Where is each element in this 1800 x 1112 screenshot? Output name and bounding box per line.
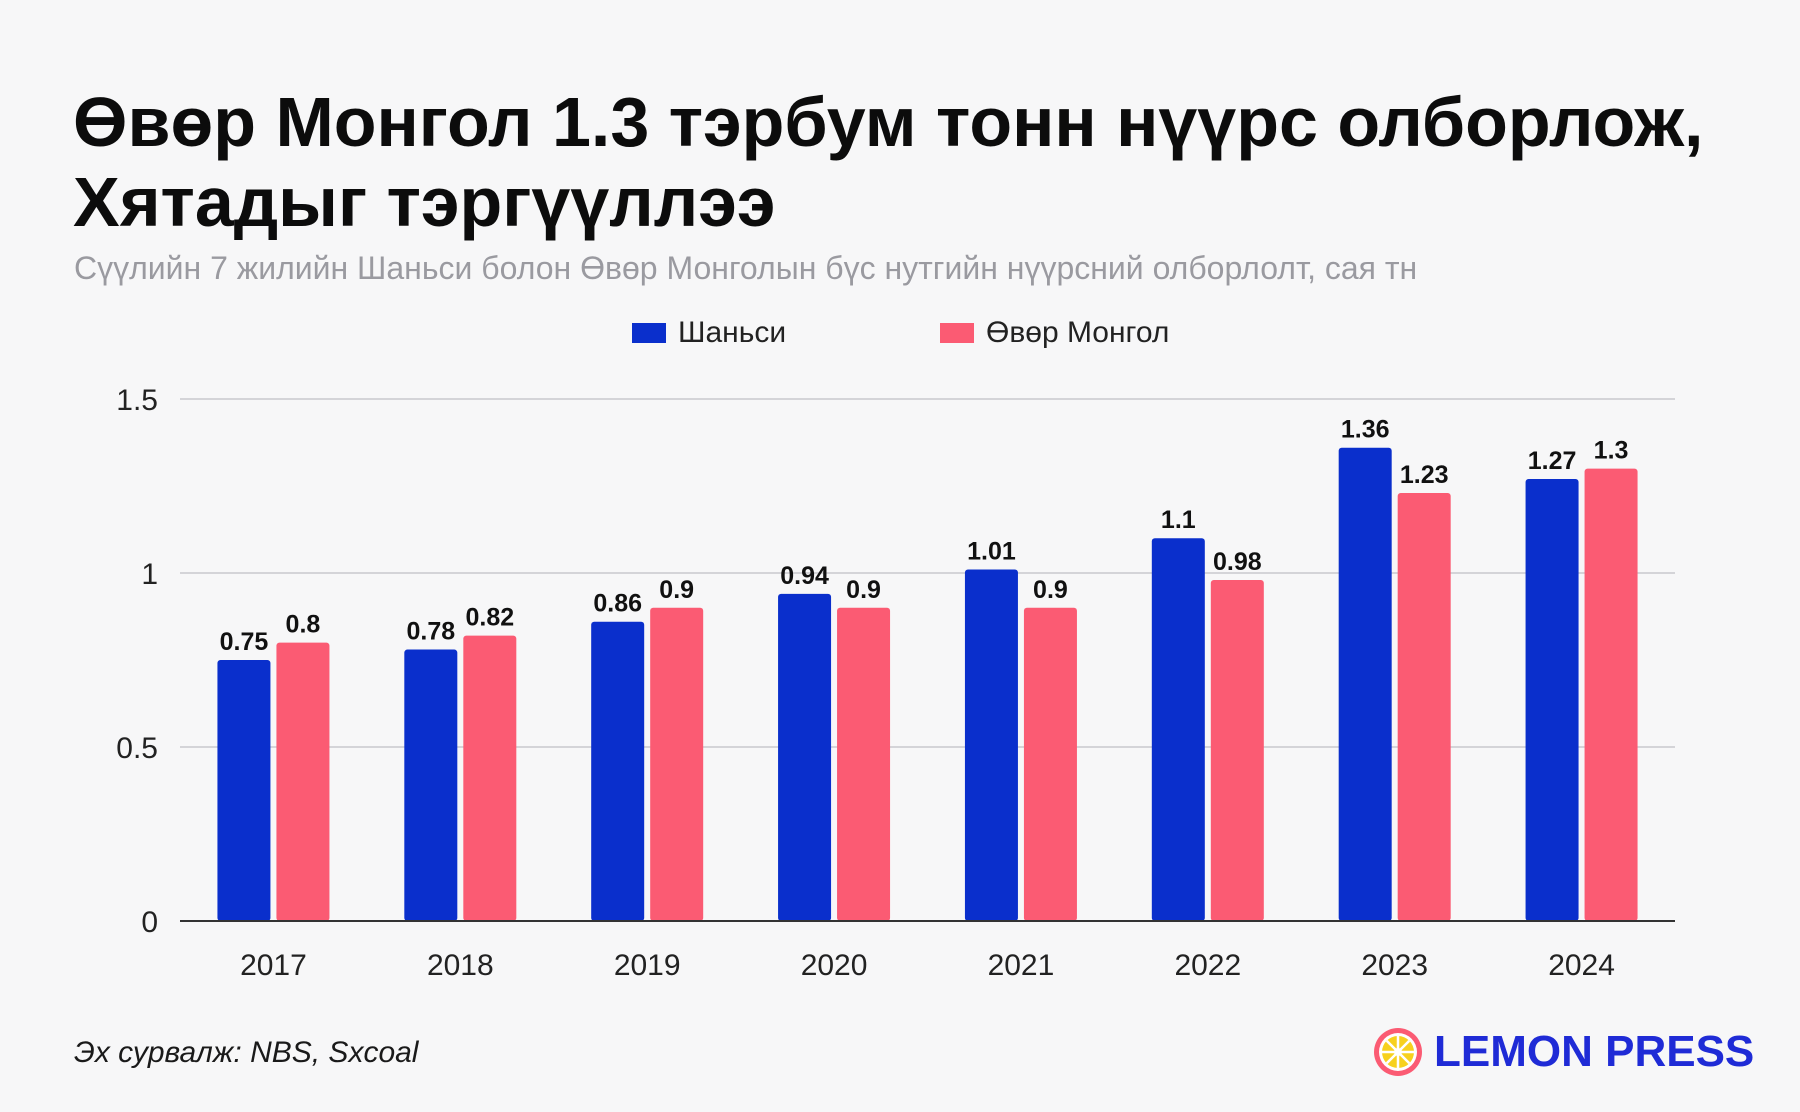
chart-subtitle: Сүүлийн 7 жилийн Шаньси болон Өвөр Монго… [74,250,1418,286]
x-tick-label: 2022 [1174,949,1241,982]
legend: Шаньси Өвөр Монгол [0,313,1800,353]
bar [404,649,458,921]
data-label: 0.75 [220,628,269,656]
data-label: 0.9 [846,576,881,604]
source-note: Эх сурвалж: NBS, Sxcoal [74,1036,419,1069]
legend-label-shanxi: Шаньси [678,316,787,349]
bar [1151,538,1205,921]
data-label: 0.8 [286,611,321,639]
bar [778,593,832,921]
bar [1338,447,1392,921]
data-label: 0.82 [465,604,514,632]
data-label: 1.01 [967,538,1016,566]
x-tick-label: 2019 [614,949,681,982]
lemon-icon [1374,1028,1422,1076]
x-tick-label: 2021 [988,949,1055,982]
data-label: 0.94 [780,562,829,590]
data-label: 0.98 [1213,548,1262,576]
bar [1210,579,1264,921]
legend-label-inner-mongolia: Өвөр Монгол [986,316,1170,349]
data-label: 1.36 [1341,416,1390,444]
bar [591,621,645,921]
data-label: 1.3 [1594,437,1629,465]
legend-item-inner-mongolia: Өвөр Монгол [940,313,1169,353]
x-tick-label: 2023 [1361,949,1428,982]
data-label: 0.9 [1033,576,1068,604]
bar [1023,607,1077,921]
y-tick-label: 1.5 [116,384,158,417]
lemon-press-logo: LEMON PRESS [1372,1024,1754,1080]
data-label: 1.23 [1400,461,1449,489]
data-label: 0.78 [406,618,455,646]
bar [1584,468,1638,921]
y-tick-label: 1 [141,558,158,591]
bar [964,569,1018,921]
chart-title: Өвөр Монгол 1.3 тэрбум тонн нүүрс олборл… [73,83,1704,241]
y-tick-label: 0.5 [116,732,158,765]
logo-text: LEMON PRESS [1434,1027,1755,1076]
y-tick-label: 0 [141,906,158,939]
data-label: 1.27 [1528,447,1577,475]
legend-swatch-shanxi [632,323,666,343]
legend-item-shanxi: Шаньси [632,313,786,353]
data-label: 0.9 [659,576,694,604]
bar [276,642,330,921]
data-label: 0.86 [593,590,642,618]
x-tick-label: 2020 [801,949,868,982]
x-tick-label: 2017 [240,949,307,982]
data-label: 1.1 [1161,506,1196,534]
bar [650,607,704,921]
legend-swatch-inner-mongolia [940,323,974,343]
x-tick-label: 2024 [1548,949,1615,982]
bar [837,607,891,921]
bar [1397,492,1451,921]
x-tick-label: 2018 [427,949,494,982]
bar [1525,479,1579,921]
bar [463,635,517,921]
bar [217,660,271,921]
